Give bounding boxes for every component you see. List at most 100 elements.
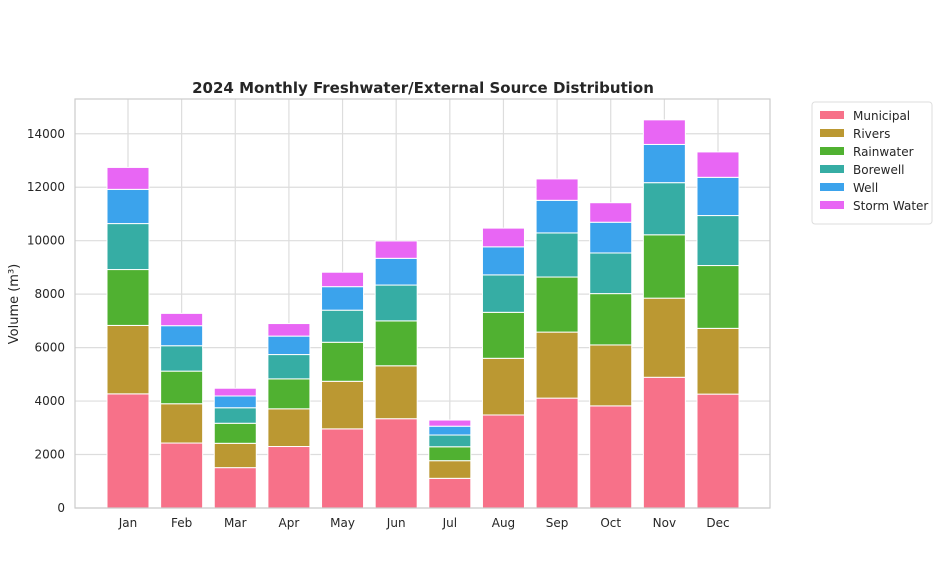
x-tick-label: Apr <box>279 516 300 530</box>
bar-segment-borewell <box>213 407 257 424</box>
bar-segment-borewell <box>267 354 311 380</box>
bar-segment-municipal <box>696 393 740 509</box>
y-tick-label: 4000 <box>34 394 65 408</box>
axes-border <box>74 98 771 509</box>
bar-segment-rivers <box>481 357 525 416</box>
legend-swatch <box>820 129 844 137</box>
bar-segment-municipal <box>267 446 311 509</box>
legend-label: Borewell <box>853 163 905 177</box>
y-tick-label: 0 <box>57 501 65 515</box>
bar-segment-rainwater <box>160 370 204 405</box>
x-tick-label: Nov <box>653 516 676 530</box>
bar-segment-well <box>160 325 204 347</box>
legend-label: Rainwater <box>853 145 914 159</box>
bar-segment-rainwater <box>267 378 311 410</box>
bar-segment-rivers <box>160 403 204 444</box>
bar-stack-jul <box>428 419 472 509</box>
bar-segment-well <box>642 143 686 184</box>
y-axis-label: Volume (m³) <box>7 264 22 345</box>
bar-stack-jan <box>106 166 150 509</box>
axes-frame <box>74 98 771 509</box>
bar-segment-borewell <box>481 274 525 313</box>
bar-segment-storm-water <box>696 151 740 178</box>
bar-segment-storm-water <box>535 178 579 201</box>
legend-item-municipal: Municipal <box>820 109 910 123</box>
y-tick-label: 10000 <box>27 234 65 248</box>
legend-label: Rivers <box>853 127 890 141</box>
bar-segment-well <box>267 335 311 356</box>
x-tick-label: Mar <box>224 516 247 530</box>
bar-segment-rainwater <box>642 234 686 299</box>
bar-segment-well <box>481 246 525 276</box>
bar-segment-storm-water <box>642 119 686 145</box>
bar-segment-rainwater <box>589 293 633 346</box>
legend-item-borewell: Borewell <box>820 163 905 177</box>
y-tick-label: 12000 <box>27 180 65 194</box>
bar-segment-rivers <box>642 297 686 378</box>
bar-segment-well <box>589 221 633 254</box>
bar-segment-rivers <box>267 408 311 448</box>
bar-segment-rainwater <box>535 276 579 333</box>
y-tick-label: 2000 <box>34 448 65 462</box>
x-tick-label: Jan <box>118 516 138 530</box>
legend: Municipal Rivers Rainwater Borewell Well Stor… <box>811 101 933 225</box>
y-axis-ticks: 0 2000 4000 6000 8000 10000 12000 14000 <box>27 127 65 515</box>
bar-segment-storm-water <box>428 419 472 427</box>
bar-segment-borewell <box>321 309 365 343</box>
bar-segment-well <box>535 199 579 234</box>
bar-segment-borewell <box>642 182 686 236</box>
bar-segment-storm-water <box>589 202 633 223</box>
bar-segment-borewell <box>374 284 418 322</box>
bar-segment-well <box>106 188 150 225</box>
bar-stack-oct <box>589 202 633 509</box>
bar-segment-rainwater <box>213 422 257 444</box>
bar-stack-apr <box>267 323 311 509</box>
bar-segment-rivers <box>696 327 740 395</box>
bar-stack-dec <box>696 151 740 509</box>
bar-segment-storm-water <box>481 227 525 248</box>
bar-stack-feb <box>160 312 204 509</box>
bar-segment-borewell <box>589 252 633 295</box>
x-tick-label: Feb <box>171 516 192 530</box>
legend-label: Municipal <box>853 109 910 123</box>
x-tick-label: Aug <box>492 516 515 530</box>
bar-segment-borewell <box>428 434 472 448</box>
legend-swatch <box>820 165 844 173</box>
bar-segment-rivers <box>213 442 257 469</box>
bar-segment-municipal <box>589 405 633 509</box>
bar-segment-municipal <box>213 467 257 509</box>
legend-item-rivers: Rivers <box>820 127 890 141</box>
bar-segment-municipal <box>374 418 418 509</box>
bar-stack-may <box>321 271 365 509</box>
bar-segment-well <box>696 176 740 217</box>
bar-stack-nov <box>642 119 686 509</box>
bar-segment-rivers <box>321 380 365 430</box>
bar-stack-aug <box>481 227 525 509</box>
bar-segment-storm-water <box>160 312 204 327</box>
bar-segment-municipal <box>535 397 579 509</box>
x-tick-label: Sep <box>546 516 569 530</box>
y-tick-label: 8000 <box>34 287 65 301</box>
legend-item-rainwater: Rainwater <box>820 145 914 159</box>
bar-segment-rivers <box>428 460 472 479</box>
bar-segment-rivers <box>589 344 633 407</box>
bar-segment-rivers <box>535 331 579 399</box>
bar-segment-storm-water <box>321 271 365 288</box>
bar-segment-rivers <box>106 324 150 395</box>
legend-label: Storm Water <box>853 199 928 213</box>
bar-segment-municipal <box>160 442 204 509</box>
bar-segment-municipal <box>106 393 150 509</box>
bar-segment-rainwater <box>106 269 150 326</box>
bar-segment-rainwater <box>696 265 740 329</box>
bar-segment-rivers <box>374 365 418 420</box>
bar-segment-well <box>374 257 418 286</box>
bar-stack-sep <box>535 178 579 509</box>
x-tick-label: Jun <box>386 516 406 530</box>
bar-segment-municipal <box>428 477 472 509</box>
bar-segment-storm-water <box>374 240 418 259</box>
legend-swatch <box>820 111 844 119</box>
x-tick-label: Dec <box>706 516 729 530</box>
chart-title: 2024 Monthly Freshwater/External Source … <box>192 79 654 97</box>
bar-segment-well <box>321 286 365 311</box>
